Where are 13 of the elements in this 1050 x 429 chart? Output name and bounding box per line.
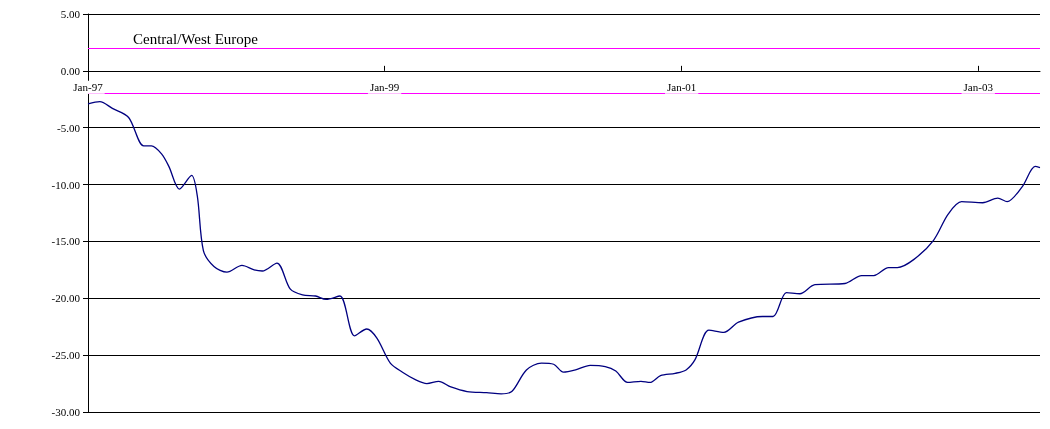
x-tick-label: Jan-03: [963, 81, 994, 94]
y-tick-label: -20.00: [51, 292, 81, 305]
y-tick-label: -30.00: [51, 406, 81, 418]
text: Central/West Europe: [133, 30, 259, 47]
x-tick-label: Jan-97: [73, 81, 104, 94]
x-tick-label: Jan-01: [666, 81, 697, 94]
x-tick-label: Jan-99: [369, 81, 400, 94]
y-tick-label: -25.00: [51, 349, 81, 362]
y-tick-label: 5.00: [60, 8, 81, 20]
y-tick-label: -5.00: [57, 121, 81, 134]
y-tick-label: -10.00: [51, 178, 81, 191]
y-tick-label: -15.00: [51, 235, 81, 248]
y-tick-label: 0.00: [60, 64, 81, 77]
